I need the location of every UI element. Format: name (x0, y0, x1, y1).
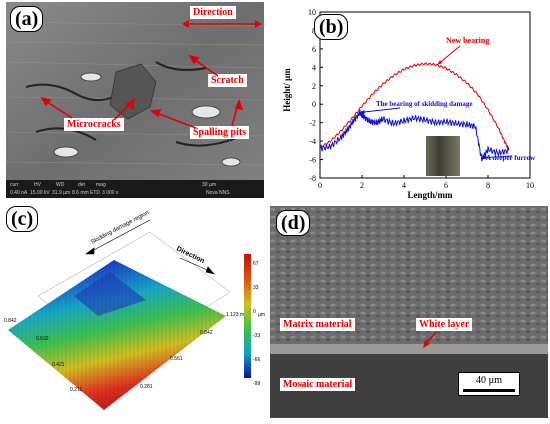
new-bearing-arrow (437, 45, 461, 65)
y-tick-label: -4 (309, 137, 316, 146)
svg-text:0.842: 0.842 (4, 318, 17, 324)
y-tick-label: -6 (309, 156, 316, 165)
y-tick-label: 2 (312, 82, 316, 91)
scratch-label: Scratch (208, 74, 247, 87)
colorbar-unit: µm (258, 312, 266, 318)
svg-text:0.211: 0.211 (70, 387, 82, 393)
plot-frame (319, 11, 531, 179)
x-tick-label: 10 (526, 181, 534, 190)
x-tick-label: 6 (444, 181, 448, 190)
y-tick-label: -2 (309, 119, 316, 128)
x-tick-label: 8 (486, 181, 490, 190)
matrix-label: Matrix material (280, 318, 355, 331)
svg-text:0.421: 0.421 (52, 362, 65, 368)
furrow-arrow-head (481, 155, 487, 160)
svg-text:0.281: 0.281 (140, 384, 153, 390)
y-tick-label: 0 (312, 100, 316, 109)
skidding-arrow (359, 107, 401, 114)
direction-arrow-a (182, 20, 262, 28)
x-axis-label: Length/mm (408, 190, 454, 200)
skidding-label: The bearing of skidding damage (376, 100, 473, 108)
furrow-label: A deeper furrow (486, 154, 536, 162)
surface-plot-c: Skidding damage region Direction 0.842 0… (4, 210, 248, 410)
white-layer-label: White layer (416, 318, 473, 331)
series-line-0 (319, 62, 510, 151)
x-tick-label: 0 (318, 181, 322, 190)
y-tick-label: 4 (312, 63, 316, 72)
new-bearing-label: New bearing (446, 36, 490, 45)
direction-label-a: Direction (190, 6, 236, 19)
mosaic-label: Mosaic material (280, 378, 356, 391)
inset-photo (426, 136, 460, 176)
panel-d-label: (d) (276, 210, 311, 236)
new-bearing-arrow-head (437, 60, 443, 65)
svg-text:0.632: 0.632 (36, 336, 49, 342)
svg-text:0.561: 0.561 (170, 356, 183, 362)
sem-image-a: (a) Direction Scratch Microcracks Spalli… (6, 2, 264, 198)
sem-texture-a (6, 2, 264, 198)
scale-bar-d: 40 µm (458, 372, 520, 396)
white-layer-arrow (423, 331, 437, 348)
y-tick-label: 10 (308, 8, 316, 17)
svg-text:0.842: 0.842 (200, 330, 213, 336)
surface-3d-c: Skidding damage region Direction 0.842 0… (0, 204, 268, 422)
panel-a-label: (a) (10, 6, 44, 32)
x-tick-label: 4 (402, 181, 406, 190)
scale-bar-a: 30 µm (202, 182, 216, 188)
svg-text:1.123 mm: 1.123 mm (226, 312, 248, 318)
furrow-arrow (481, 155, 513, 159)
panel-b-label: (b) (314, 14, 349, 40)
y-tick-label: -8 (309, 174, 316, 183)
colorbar (244, 254, 251, 378)
series-line-1 (319, 109, 510, 162)
y-tick-label: 6 (312, 45, 316, 54)
panel-c-label: (c) (6, 206, 39, 232)
sem-info-bar-a: curr HV WD det mag 0.40 nA 15.00 kV 31.9… (6, 180, 264, 198)
sem-image-d: (d) Matrix material White layer Mosaic m… (270, 206, 548, 418)
annotation-arrows-a (40, 54, 244, 129)
y-axis-label: Height/ µm (282, 68, 292, 112)
microcracks-label: Microcracks (64, 118, 124, 131)
x-tick-label: 2 (360, 181, 364, 190)
skidding-region-label: Skidding damage region (90, 210, 150, 246)
skidding-arrow-head (359, 110, 365, 114)
colorbar-ticks: 67 33 0 -33 -66 -99 (253, 261, 261, 387)
spalling-label: Spalling pits (190, 126, 250, 139)
